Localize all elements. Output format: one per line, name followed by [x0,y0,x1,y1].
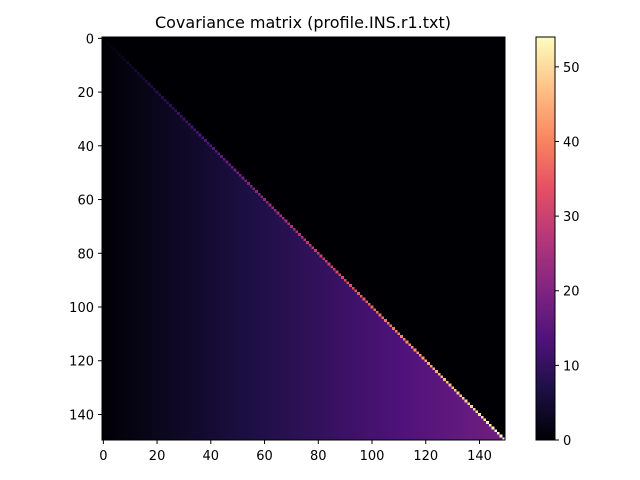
y-tick-label: 20 [77,86,94,101]
x-axis: 0 20 40 60 80 100 120 140 [99,440,492,464]
colorbar-tick-label: 40 [563,135,580,150]
y-tick-label: 0 [86,32,94,47]
x-tick-label: 0 [99,449,107,464]
x-tick-label: 60 [256,449,273,464]
y-tick-label: 100 [69,301,94,316]
colorbar [535,36,556,441]
colorbar-tick-label: 30 [563,210,580,225]
colorbar-axis: 0 10 20 30 40 50 [555,61,580,449]
plot-frame [101,36,506,441]
x-tick-label: 80 [310,449,327,464]
y-tick-label: 60 [77,194,94,209]
colorbar-tick-label: 10 [563,359,580,374]
x-tick-label: 40 [203,449,220,464]
colorbar-tick-label: 20 [563,285,580,300]
colorbar-tick-label: 0 [563,434,571,449]
x-tick-label: 100 [360,449,385,464]
x-tick-label: 20 [149,449,166,464]
x-tick-label: 140 [467,449,492,464]
y-axis: 0 20 40 60 80 100 120 140 [69,32,102,423]
y-tick-label: 80 [77,247,94,262]
x-tick-label: 120 [413,449,438,464]
colorbar-tick-label: 50 [563,61,580,76]
y-tick-label: 120 [69,355,94,370]
heatmap-image [102,37,505,440]
heatmap-plot-area [102,37,505,440]
chart-title: Covariance matrix (profile.INS.r1.txt) [155,13,451,32]
y-tick-label: 140 [69,408,94,423]
y-tick-label: 40 [77,140,94,155]
